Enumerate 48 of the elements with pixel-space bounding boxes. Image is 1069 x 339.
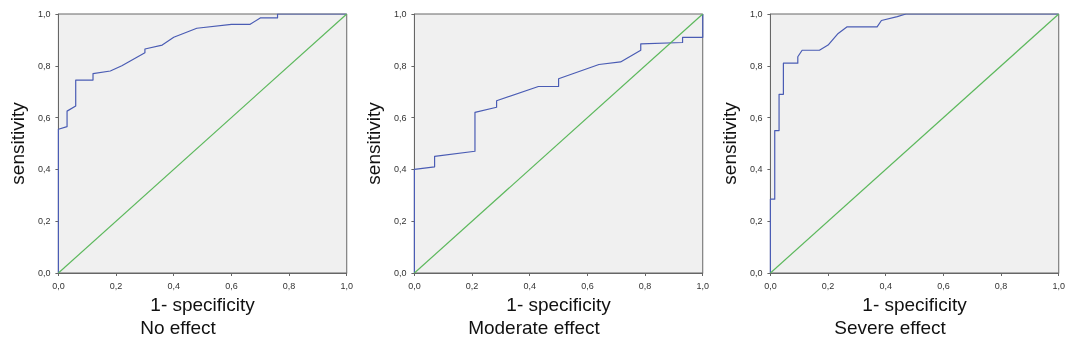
x-tick-label: 0,4 [523, 280, 536, 291]
x-tick-label: 0,6 [225, 280, 238, 291]
y-tick-label: 0,2 [393, 216, 407, 227]
x-tick-label: 0,2 [821, 280, 835, 291]
x-axis-title: 1- specificity [506, 293, 612, 315]
line-series [769, 13, 1060, 274]
line-series [413, 13, 704, 274]
y-tick-label: 0,6 [749, 112, 763, 123]
x-tick-label: 0,4 [879, 280, 892, 291]
x-tick-label: 0,8 [638, 280, 652, 291]
y-tick-label: 0,2 [749, 216, 763, 227]
x-tick-label: 1,0 [1052, 280, 1065, 291]
x-tick-label: 0,0 [764, 280, 777, 291]
y-tick-label: 0,2 [37, 216, 51, 227]
y-tick-label: 0,4 [749, 164, 763, 175]
text: Severe effect [834, 317, 947, 338]
x-tick-label: 0,8 [282, 280, 296, 291]
y-tick-label: 1,0 [749, 9, 763, 19]
x-axis-title: 1- specificity [150, 293, 256, 315]
x-tick-label: 1,0 [340, 280, 353, 291]
x-tick-label: 0,2 [109, 280, 123, 291]
text: Moderate effect [468, 317, 601, 338]
text: No effect [140, 317, 217, 338]
y-tick-label: 1,0 [37, 9, 51, 19]
y-tick-label: 0,0 [37, 268, 51, 278]
y-tick-label: 0,6 [393, 112, 407, 123]
x-tick-label: 0,6 [937, 280, 950, 291]
y-tick-label: 1,0 [393, 9, 407, 19]
y-axis-title: sensitivity [719, 101, 740, 185]
x-tick-label: 0,2 [465, 280, 479, 291]
line-series [57, 13, 348, 274]
y-axis-title: sensitivity [7, 101, 28, 185]
y-tick-label: 0,4 [37, 164, 51, 175]
y-tick-label: 0,4 [393, 164, 407, 175]
x-tick-label: 0,6 [581, 280, 594, 291]
x-axis-title: 1- specificity [862, 293, 968, 315]
x-tick-label: 0,4 [167, 280, 180, 291]
y-tick-label: 0,8 [37, 60, 51, 71]
x-tick-label: 0,0 [52, 280, 65, 291]
y-tick-label: 0,8 [749, 60, 763, 71]
y-tick-label: 0,8 [393, 60, 407, 71]
y-tick-label: 0,0 [749, 268, 763, 278]
x-tick-label: 0,0 [408, 280, 421, 291]
y-axis-title: sensitivity [363, 101, 384, 185]
y-tick-label: 0,0 [393, 268, 407, 278]
x-tick-label: 1,0 [696, 280, 709, 291]
y-tick-label: 0,6 [37, 112, 51, 123]
x-tick-label: 0,8 [994, 280, 1008, 291]
